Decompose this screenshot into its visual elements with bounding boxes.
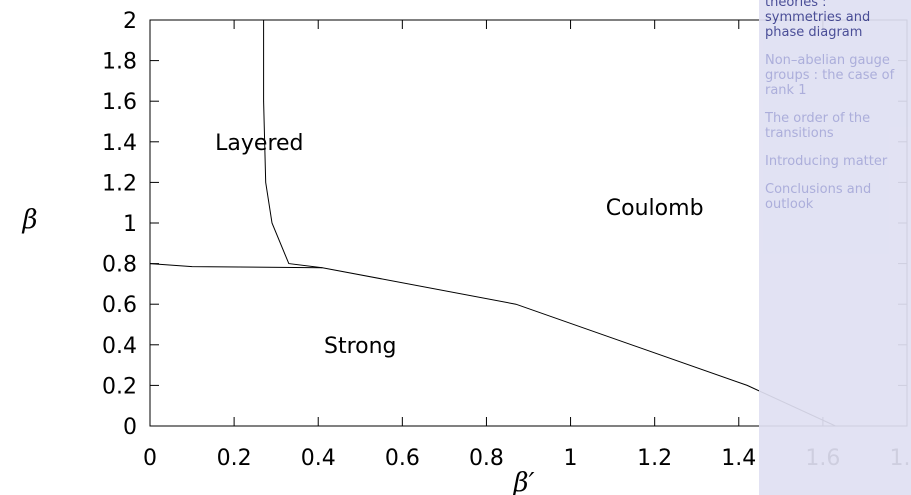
y-axis-label: β xyxy=(21,205,37,235)
x-tick-label: 1.4 xyxy=(721,446,756,471)
y-tick-label: 0 xyxy=(123,415,137,440)
x-tick-label: 0.4 xyxy=(301,446,336,471)
y-tick-label: 0.8 xyxy=(102,253,137,278)
phase-boundary-line xyxy=(263,20,323,269)
sidebar-nav-item[interactable]: Introducing matter xyxy=(765,154,888,169)
sidebar-nav-item[interactable]: Conclusions and outlook xyxy=(765,182,872,212)
phase-boundary-line xyxy=(149,263,836,427)
phase-boundaries xyxy=(149,20,836,427)
y-tick-label: 1.8 xyxy=(102,50,137,75)
x-tick-label: 1 xyxy=(564,446,578,471)
sidebar-nav-item[interactable]: The order of the transitions xyxy=(765,111,871,141)
x-tick-label: 1.2 xyxy=(637,446,672,471)
tick-labels: 0 0.2 0.4 0.6 0.8 1 1.2 1.4 1.6 1.8 0 0.2 0.4 0.6 0.8 1… xyxy=(102,9,911,471)
x-axis-label: β′ xyxy=(513,468,535,495)
y-tick-label: 0.4 xyxy=(102,334,137,359)
x-tick-label: 0.2 xyxy=(217,446,252,471)
sidebar-nav-item[interactable]: Non–abelian gauge groups : the case of r… xyxy=(765,53,895,98)
region-label: Layered xyxy=(215,131,303,156)
y-tick-label: 0.2 xyxy=(102,374,137,399)
y-tick-label: 2 xyxy=(123,9,137,34)
x-tick-label: 0 xyxy=(143,446,157,471)
sidebar-nav-item[interactable]: theories : symmetries and phase diagram xyxy=(765,0,871,40)
x-tick-label: 0.8 xyxy=(469,446,504,471)
y-tick-label: 1.2 xyxy=(102,171,137,196)
y-tick-label: 1.4 xyxy=(102,131,137,156)
region-labels: Layered Coulomb Strong xyxy=(215,131,703,359)
y-tick-label: 0.6 xyxy=(102,293,137,318)
x-tick-label: 0.6 xyxy=(385,446,420,471)
region-label: Strong xyxy=(324,334,397,359)
y-tick-label: 1.6 xyxy=(102,90,137,115)
y-tick-label: 1 xyxy=(123,212,137,237)
navigation-sidebar: theories : symmetries and phase diagram N… xyxy=(759,0,911,495)
region-label: Coulomb xyxy=(606,196,704,221)
